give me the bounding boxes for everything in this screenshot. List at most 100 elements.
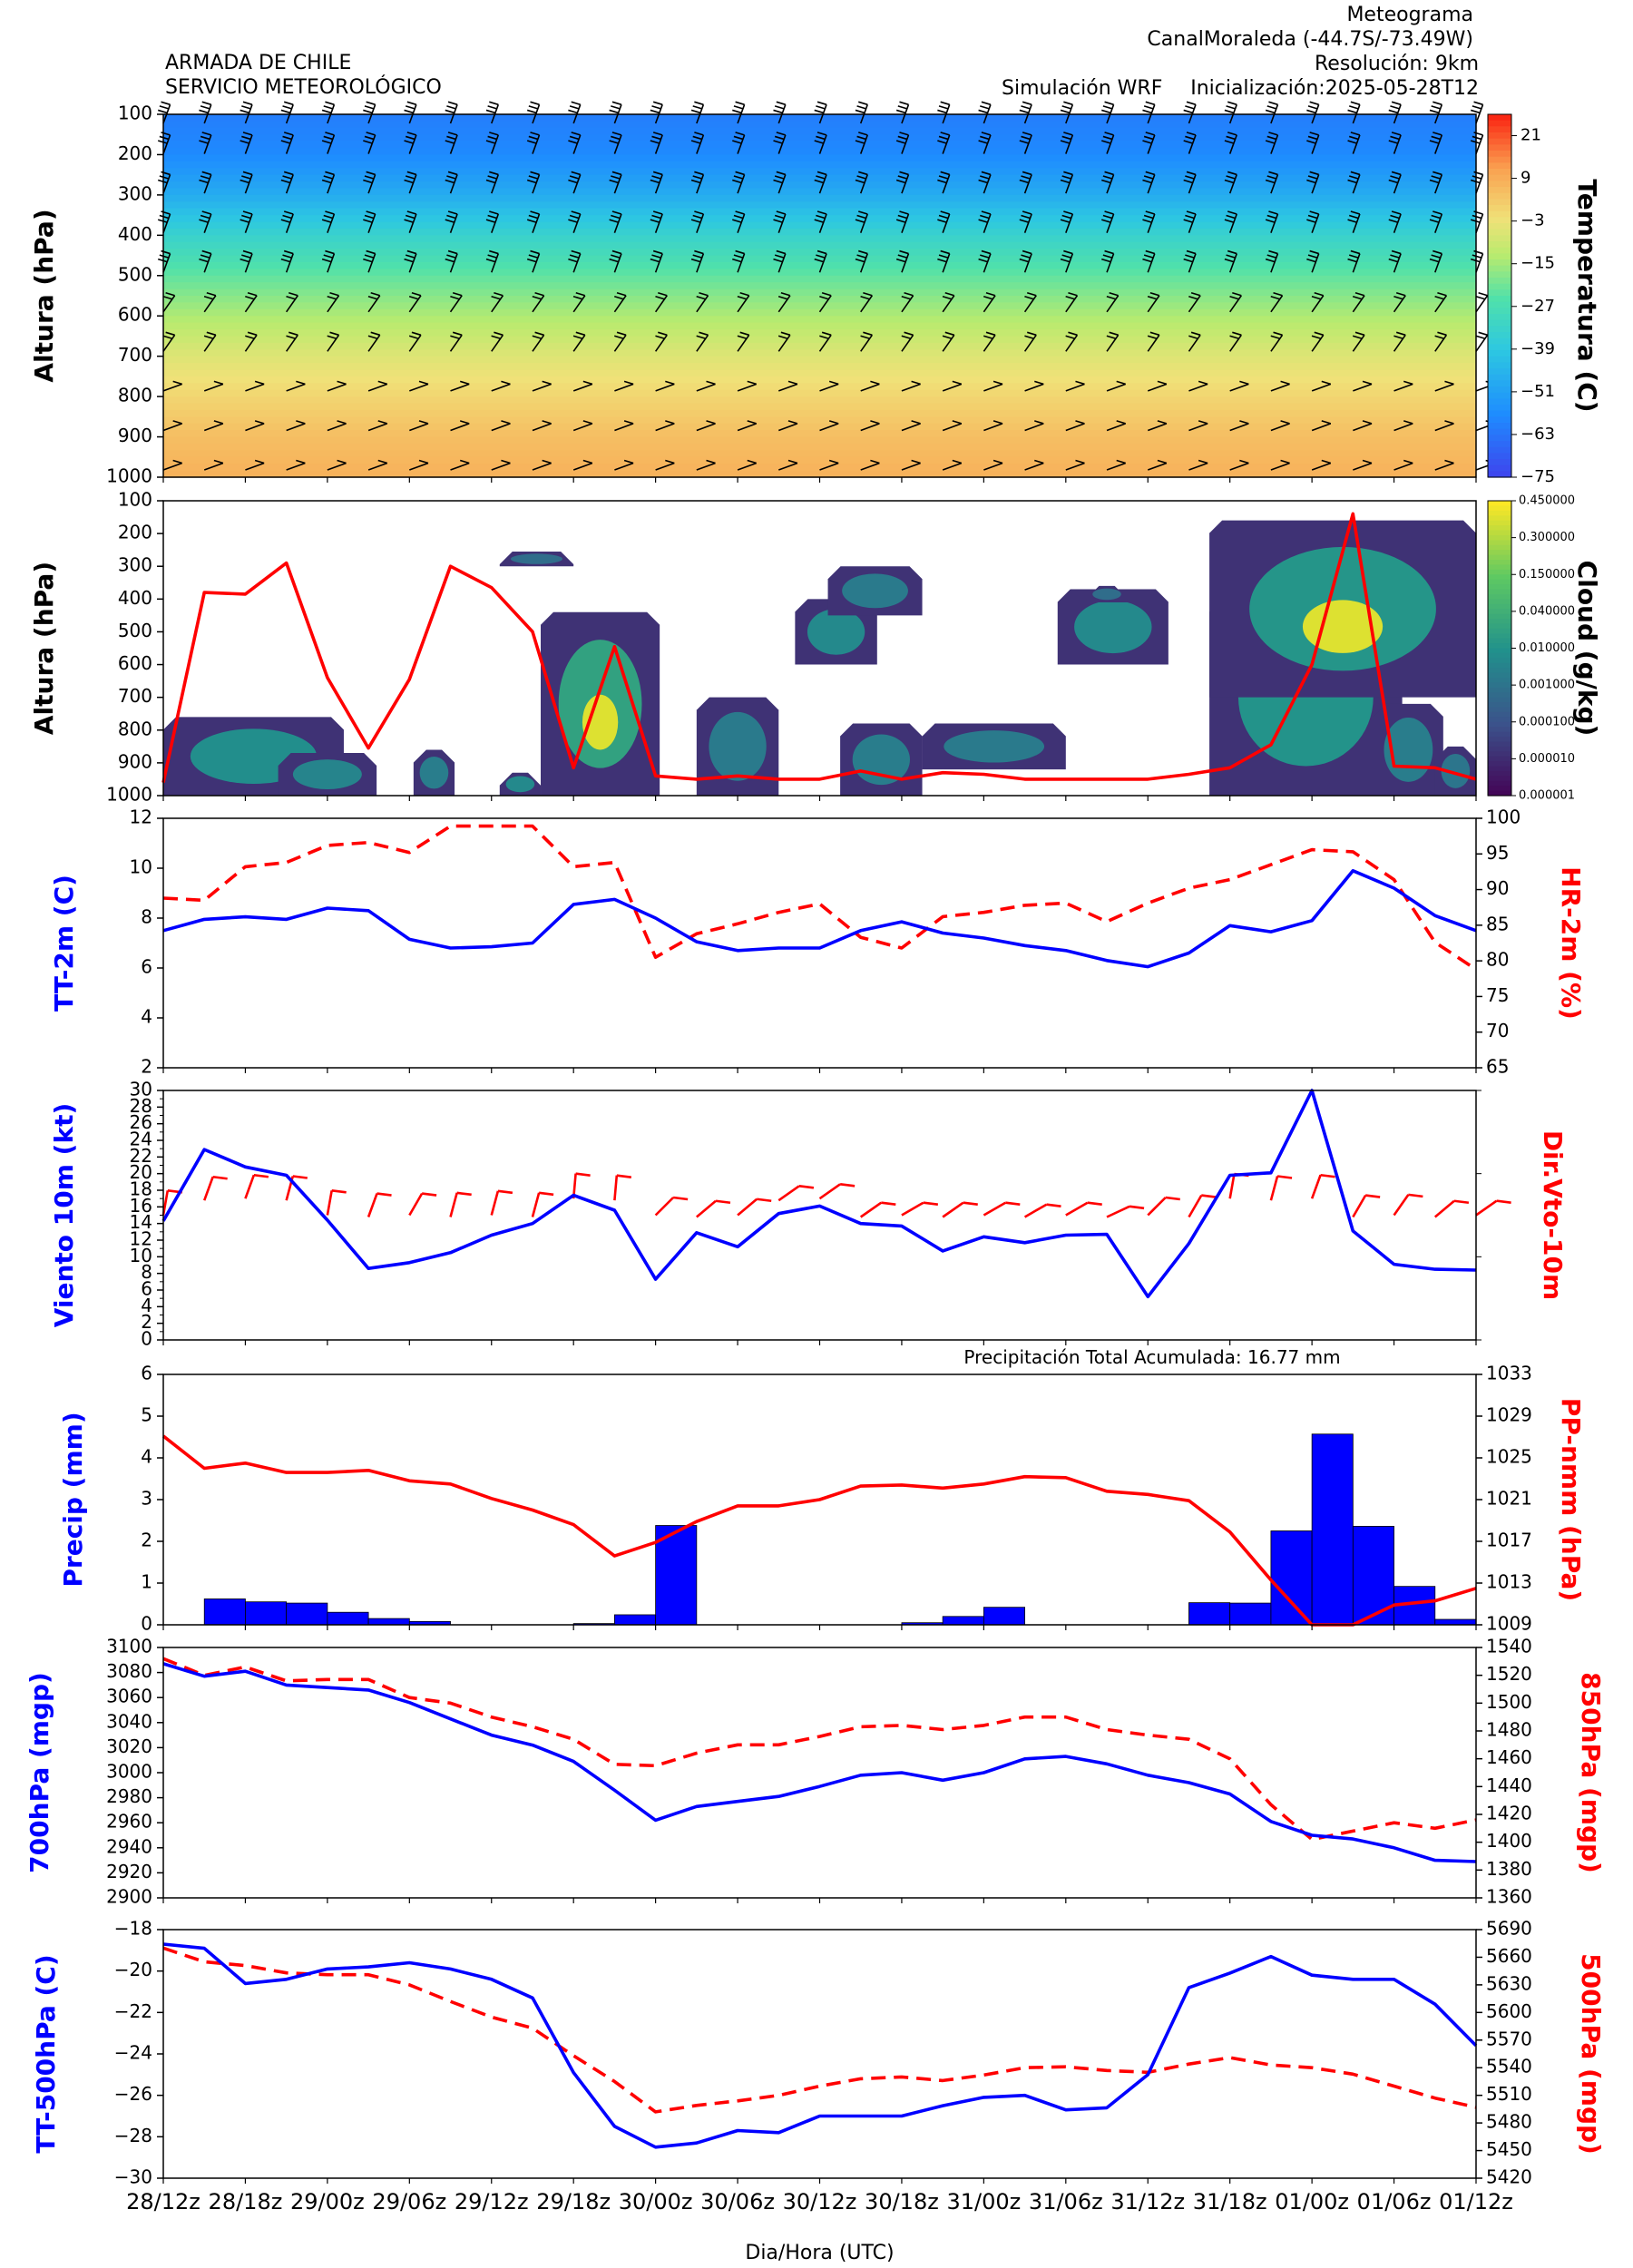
wind-barb-feather [1104, 210, 1114, 215]
wind-barb [450, 462, 470, 471]
wind-barb [1352, 295, 1365, 313]
colorbar-step [1488, 289, 1511, 297]
precip-ytick-label: 4 [141, 1446, 152, 1468]
pressure-y2tick-label: 1013 [1486, 1571, 1532, 1593]
wind-barb-feather [897, 214, 908, 220]
wind-barb-feather [899, 101, 909, 106]
wind-barb-feather [692, 175, 702, 180]
tt500-ytick-label: −22 [114, 2000, 152, 2022]
wind-barb-feather [201, 249, 211, 255]
wind-direction-feather [1453, 1199, 1470, 1205]
wind-barb [367, 174, 376, 194]
wind-barb [696, 134, 705, 154]
cloud-red-line [161, 512, 1477, 783]
wind-barb [408, 253, 417, 273]
wind-barb [983, 423, 1003, 432]
wind-barb [1434, 462, 1454, 471]
pressure-y2tick-label: 1033 [1486, 1363, 1532, 1384]
wind-direction-feather [253, 1173, 269, 1178]
wind-barb-feather [254, 380, 265, 386]
gph700-ylabel: 700hPa (mgp) [24, 1672, 54, 1873]
wind-barb-feather [1311, 295, 1322, 300]
wind-barb-feather [1307, 105, 1318, 110]
temperature-band [163, 282, 1476, 290]
cloud-peak [1302, 600, 1384, 653]
gph500-y2tick-label: 5450 [1486, 2138, 1532, 2160]
gph850-y2tick-label: 1500 [1486, 1691, 1532, 1713]
wind-barb-feather [1388, 258, 1399, 263]
wind-barb-feather [526, 140, 537, 144]
wind-barb-feather [418, 380, 429, 386]
wind-barb-feather [856, 105, 866, 110]
wind-barb-feather [611, 254, 621, 259]
temperature-band [163, 215, 1476, 223]
cloud-core [292, 759, 362, 789]
wind-barb-feather [283, 249, 294, 255]
wind-barb [654, 295, 668, 313]
wind-barb-feather [858, 101, 868, 106]
precip-bar [1270, 1530, 1313, 1626]
wind-barb-feather [739, 331, 749, 337]
wind-direction-feather [292, 1175, 308, 1179]
wind-barb-feather [321, 179, 332, 184]
hr2m-y2tick-label: 75 [1486, 984, 1509, 1006]
wind-barb-feather [450, 335, 460, 340]
wind-barb-feather [1019, 140, 1030, 144]
wind-barb [696, 462, 716, 471]
wind-barb-feather [895, 219, 906, 223]
wind-barb [490, 134, 500, 154]
wind-barb-feather [571, 101, 581, 106]
wind-barb-feather [1388, 140, 1399, 144]
wind-barb-feather [450, 295, 460, 300]
wind-barb-feather [652, 210, 663, 215]
wind-barb [1352, 134, 1361, 154]
wind-barb-feather [1280, 380, 1290, 386]
wind-barb-feather [1309, 171, 1319, 176]
wind-barb-feather [694, 210, 704, 215]
wind-barb-feather [1433, 249, 1442, 255]
wind-barb-feather [532, 335, 543, 340]
wind-barb-feather [404, 109, 414, 114]
wind-barb-feather [199, 140, 209, 144]
wind-direction-barb [367, 1193, 378, 1217]
wind-barb-feather [774, 105, 785, 110]
wind-barb-feather [1157, 420, 1168, 425]
temperature-band [163, 403, 1476, 411]
precip-ytick-label: 0 [141, 1613, 152, 1635]
wind-barb [1311, 213, 1320, 233]
cloud-core [852, 734, 910, 786]
colorbar-step [1488, 786, 1511, 792]
wind-direction-barb [901, 1201, 924, 1217]
wind-barb-feather [940, 132, 950, 136]
wind-barb [655, 462, 675, 471]
wind-barb-feather [978, 258, 988, 263]
wind-barb-feather [1348, 214, 1359, 220]
wind-barb-feather [650, 140, 660, 144]
wind-barb [860, 423, 880, 432]
wind-barb-feather [571, 249, 581, 255]
colorbar-step [1488, 144, 1511, 152]
wind-barb [327, 383, 347, 392]
wind-barb-feather [1403, 420, 1413, 425]
wind-barb-feather [816, 101, 827, 106]
wind-barb-feather [446, 254, 456, 259]
wind-barb-feather [1470, 109, 1481, 114]
wind-barb-feather [1224, 109, 1235, 114]
wind-barb-feather [733, 214, 744, 220]
precip-bar [614, 1614, 657, 1626]
temperature-band [163, 349, 1476, 357]
cloud-peak [582, 694, 619, 750]
wind-barb [162, 462, 182, 471]
wind-barb-feather [363, 219, 373, 223]
wind-barb-feather [814, 140, 824, 144]
wind-barb [1106, 174, 1115, 194]
wind-barb [1393, 423, 1413, 432]
colorbar-step [1488, 501, 1511, 507]
wind-ytick-label: 30 [130, 1079, 152, 1100]
wind-barb-feather [1270, 335, 1280, 340]
wind-barb-feather [404, 258, 414, 263]
wind-barb [162, 213, 171, 233]
colorbar-step [1488, 540, 1511, 546]
tt500-ylabel: TT-500hPa (C) [31, 1954, 61, 2153]
wind-barb-feather [692, 105, 702, 110]
